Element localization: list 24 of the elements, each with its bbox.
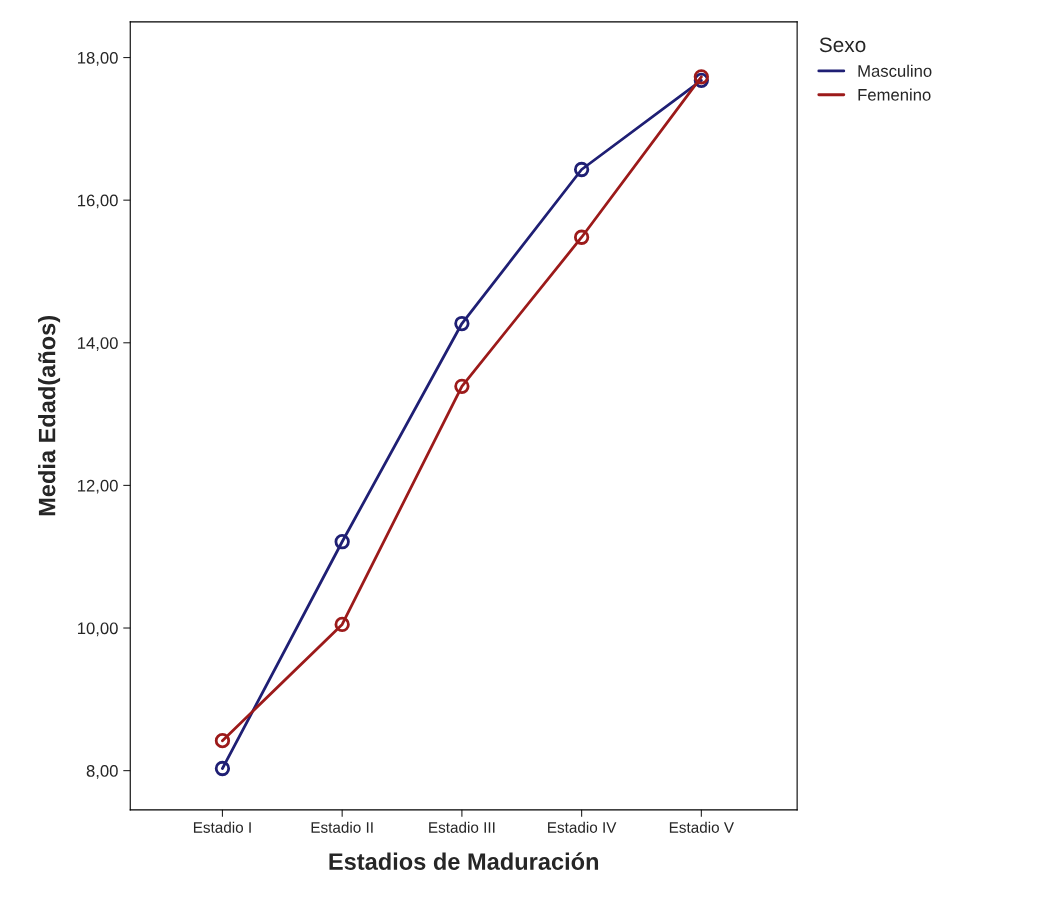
legend-label: Masculino bbox=[858, 64, 932, 77]
point bbox=[454, 378, 470, 394]
x-tick-label: Estadio V bbox=[669, 821, 734, 833]
x-tick-label: Estadio IV bbox=[548, 821, 617, 833]
y-tick-label: 8,00 bbox=[86, 765, 118, 779]
legend-label: Femenino bbox=[858, 88, 931, 101]
x-axis-title: Estadios de Maduración bbox=[329, 852, 599, 870]
point bbox=[214, 760, 231, 777]
x-tick-label: Estadio II bbox=[311, 821, 373, 833]
point bbox=[573, 161, 590, 178]
point bbox=[334, 616, 350, 633]
y-tick-label: 12,00 bbox=[78, 479, 118, 494]
y-tick-label: 16,00 bbox=[78, 194, 118, 209]
point bbox=[573, 229, 590, 245]
x-tick-label: Estadio I bbox=[193, 821, 251, 833]
legend-title: Sexo bbox=[819, 37, 866, 53]
point bbox=[334, 534, 350, 550]
x-tick-label: Estadio III bbox=[429, 821, 495, 833]
y-tick-label: 18,00 bbox=[78, 51, 118, 66]
point bbox=[214, 733, 231, 749]
y-axis-title: Media Edad(años) bbox=[38, 316, 61, 516]
point bbox=[454, 315, 470, 332]
y-tick-label: 14,00 bbox=[78, 337, 118, 351]
y-tick-label: 10,00 bbox=[78, 622, 118, 637]
